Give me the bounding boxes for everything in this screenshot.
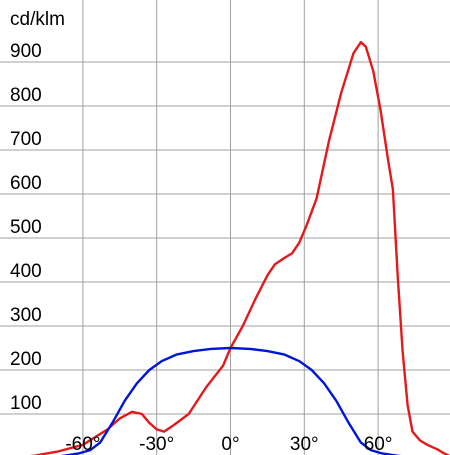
x-tick-label-2: 0° — [221, 434, 239, 455]
y-tick-label-6: 700 — [10, 129, 42, 150]
x-tick-label-0: -60° — [65, 434, 100, 455]
y-tick-label-3: 400 — [10, 261, 42, 282]
y-tick-label-7: 800 — [10, 85, 42, 106]
series-group — [29, 41, 450, 455]
y-tick-label-4: 500 — [10, 217, 42, 238]
x-tick-label-3: 30° — [290, 434, 319, 455]
y-tick-label-8: 900 — [10, 41, 42, 62]
y-tick-label-5: 600 — [10, 173, 42, 194]
y-axis-label: cd/klm — [10, 9, 65, 30]
series-line-0 — [29, 41, 450, 455]
labels: cd/klm 100 200 300 400 500 600 700 800 900 -60° -3… — [10, 9, 392, 455]
x-tick-label-1: -30° — [139, 434, 174, 455]
y-tick-label-1: 200 — [10, 349, 42, 370]
x-tick-label-4: 60° — [364, 434, 393, 455]
y-tick-label-2: 300 — [10, 305, 42, 326]
series-line-1 — [59, 346, 402, 455]
y-tick-label-0: 100 — [10, 393, 42, 414]
